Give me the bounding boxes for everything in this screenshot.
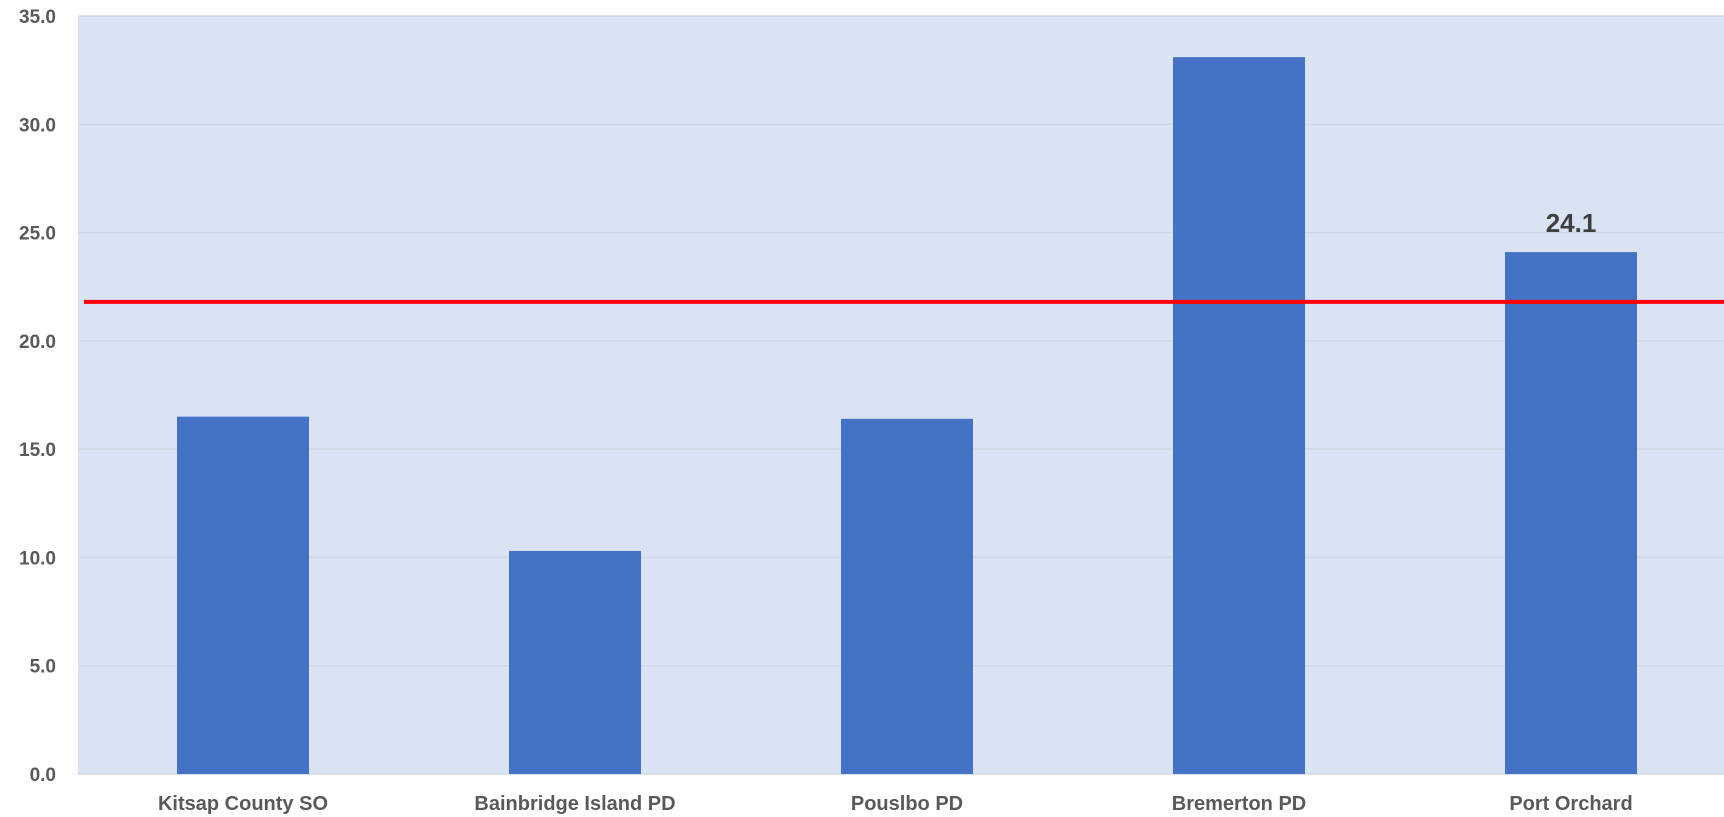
x-category-label: Bremerton PD — [1172, 793, 1306, 815]
y-tick-label: 35.0 — [19, 7, 56, 28]
bar — [841, 418, 973, 774]
y-tick-label: 0.0 — [30, 765, 56, 786]
x-category-label: Kitsap County SO — [158, 793, 328, 815]
y-tick-label: 10.0 — [19, 548, 56, 569]
x-category-label: Bainbridge Island PD — [474, 793, 675, 815]
data-label: 24.1 — [1546, 208, 1597, 238]
bar — [509, 550, 641, 774]
y-tick-label: 15.0 — [19, 440, 56, 461]
y-tick-label: 20.0 — [19, 332, 56, 353]
x-category-label: Port Orchard — [1509, 793, 1632, 815]
y-tick-label: 5.0 — [30, 657, 56, 678]
bar — [1173, 57, 1305, 775]
bar — [177, 416, 309, 774]
x-category-label: Pouslbo PD — [851, 793, 963, 815]
y-tick-label: 25.0 — [19, 224, 56, 245]
bar — [1505, 252, 1637, 774]
y-tick-label: 30.0 — [19, 115, 56, 136]
